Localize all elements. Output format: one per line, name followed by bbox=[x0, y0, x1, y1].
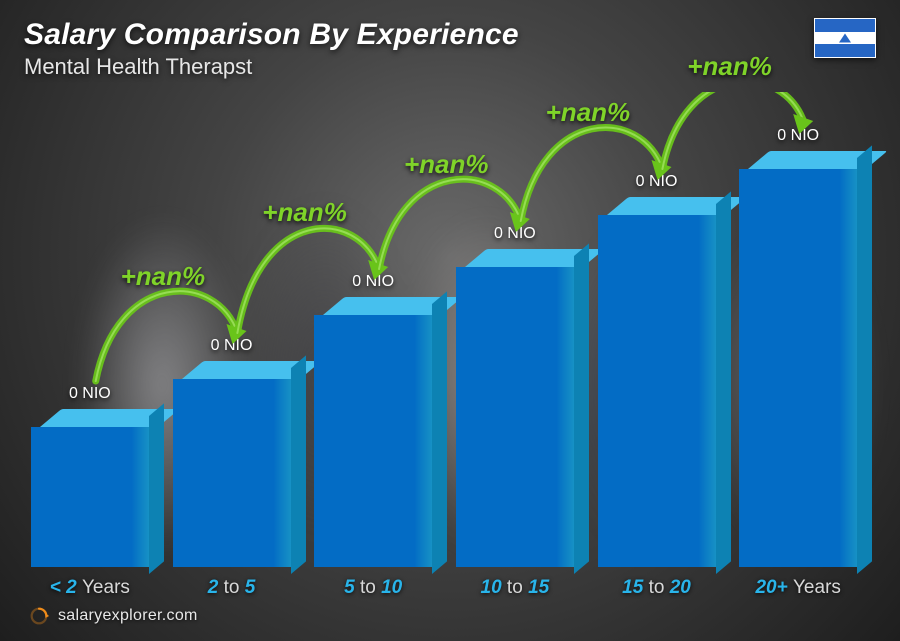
page-title: Salary Comparison By Experience bbox=[24, 18, 519, 52]
bar-chart: 0 NIO< 2 Years0 NIO2 to 50 NIO5 to 100 N… bbox=[24, 92, 876, 599]
bar-column: 0 NIO 5 to 10 bbox=[313, 273, 433, 599]
bar bbox=[31, 409, 149, 567]
increase-label: +nan% bbox=[121, 261, 206, 292]
bar-value-label: 0 NIO bbox=[69, 385, 111, 403]
bar bbox=[456, 249, 574, 567]
bar-column: 0 NIO 2 to 5 bbox=[172, 337, 292, 599]
bar-column: 0 NIO 10 to 15 bbox=[455, 225, 575, 599]
bar-value-label: 0 NIO bbox=[211, 337, 253, 355]
bar bbox=[598, 197, 716, 567]
logo-icon bbox=[28, 605, 50, 627]
title-block: Salary Comparison By Experience Mental H… bbox=[24, 18, 519, 80]
bar-column: 0 NIO 20+ Years bbox=[738, 127, 858, 599]
category-label: 15 to 20 bbox=[622, 577, 691, 599]
bar-value-label: 0 NIO bbox=[494, 225, 536, 243]
category-label: 20+ Years bbox=[755, 577, 840, 599]
category-label: 10 to 15 bbox=[481, 577, 550, 599]
site-name: salaryexplorer.com bbox=[58, 607, 198, 625]
increase-label: +nan% bbox=[687, 51, 772, 82]
bar bbox=[173, 361, 291, 567]
bar-column: 0 NIO 15 to 20 bbox=[597, 173, 717, 599]
bar-value-label: 0 NIO bbox=[352, 273, 394, 291]
footer: salaryexplorer.com bbox=[24, 605, 876, 627]
increase-label: +nan% bbox=[404, 149, 489, 180]
page-subtitle: Mental Health Therapst bbox=[24, 54, 519, 80]
increase-label: +nan% bbox=[262, 197, 347, 228]
increase-label: +nan% bbox=[546, 97, 631, 128]
bar-value-label: 0 NIO bbox=[777, 127, 819, 145]
category-label: 5 to 10 bbox=[344, 577, 402, 599]
country-flag-icon bbox=[814, 18, 876, 58]
category-label: < 2 Years bbox=[50, 577, 130, 599]
bar-column: 0 NIO < 2 Years bbox=[30, 385, 150, 599]
bar bbox=[739, 151, 857, 567]
bar bbox=[314, 297, 432, 567]
bar-value-label: 0 NIO bbox=[636, 173, 678, 191]
category-label: 2 to 5 bbox=[208, 577, 256, 599]
chart-container: Salary Comparison By Experience Mental H… bbox=[0, 0, 900, 641]
